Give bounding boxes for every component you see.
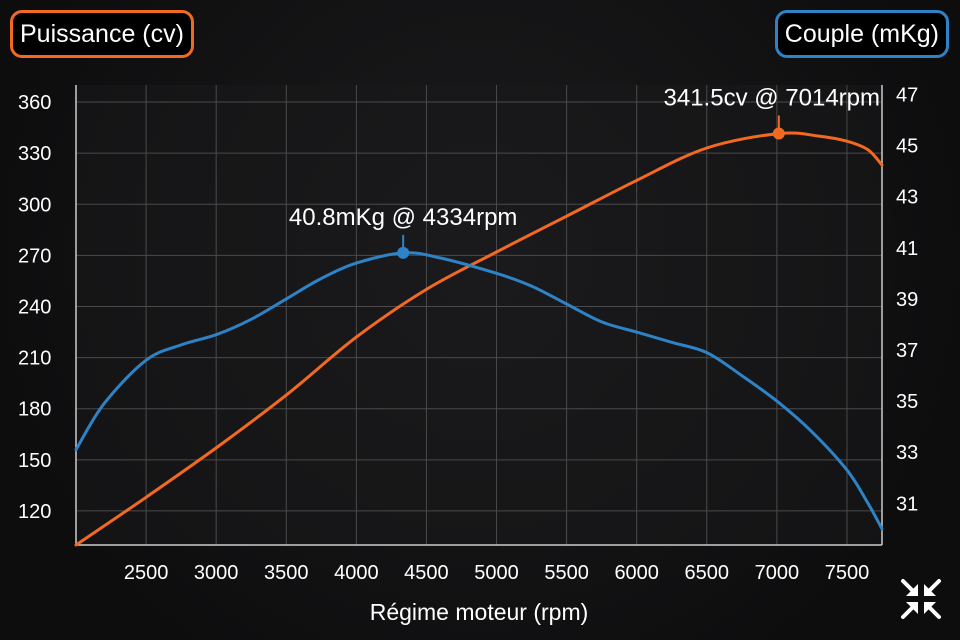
power-legend-label: Puissance (cv) (20, 20, 184, 48)
torque-peak-label: 40.8mKg @ 4334rpm (289, 204, 517, 231)
x-tick-label: 6500 (685, 562, 730, 584)
collapse-arrows-icon[interactable] (900, 578, 942, 620)
y-left-tick-label: 150 (18, 450, 51, 472)
y-left-tick-label: 120 (18, 501, 51, 523)
y-right-tick-label: 45 (896, 136, 918, 158)
y-left-tick-label: 360 (18, 92, 51, 114)
y-left-tick-label: 180 (18, 399, 51, 421)
y-left-tick-label: 270 (18, 245, 51, 267)
y-left-tick-label: 300 (18, 194, 51, 216)
x-tick-label: 5500 (544, 562, 589, 584)
left-axis-ticks: 120 150 180 210 240 270 300 330 360 (18, 92, 51, 523)
annotation-layer: 341.5cv @ 7014rpm 40.8mKg @ 4334rpm (289, 85, 880, 259)
y-left-tick-label: 210 (18, 348, 51, 370)
torque-peak-marker (397, 246, 410, 259)
torque-curve-line (74, 251, 884, 531)
x-tick-label: 7000 (755, 562, 800, 584)
power-peak-label: 341.5cv @ 7014rpm (664, 85, 880, 112)
x-tick-label: 7500 (825, 562, 870, 584)
torque-legend-label: Couple (mKg) (784, 20, 939, 48)
y-right-tick-label: 31 (896, 493, 918, 515)
x-tick-label: 3500 (264, 562, 309, 584)
x-tick-label: 2500 (124, 562, 169, 584)
y-right-tick-label: 41 (896, 238, 918, 260)
y-right-tick-label: 47 (896, 84, 918, 106)
y-right-tick-label: 33 (896, 442, 918, 464)
y-right-tick-label: 39 (896, 289, 918, 311)
grid-lines (76, 85, 882, 545)
torque-legend-badge: Couple (mKg) (774, 10, 949, 58)
x-tick-label: 3000 (194, 562, 239, 584)
series-layer (74, 131, 884, 547)
x-tick-label: 4500 (404, 562, 449, 584)
plot-area (76, 85, 882, 545)
y-right-tick-label: 35 (896, 391, 918, 413)
y-left-tick-label: 240 (18, 296, 51, 318)
x-axis-ticks: 2500 3000 3500 4000 4500 5000 5500 6000 6500 7000… (124, 562, 869, 584)
x-tick-label: 6000 (614, 562, 659, 584)
x-tick-label: 4000 (334, 562, 379, 584)
y-left-tick-label: 330 (18, 143, 51, 165)
power-curve-line (74, 131, 884, 547)
x-tick-label: 5000 (474, 562, 519, 584)
power-peak-marker (772, 127, 785, 140)
y-right-tick-label: 43 (896, 187, 918, 209)
y-right-tick-label: 37 (896, 340, 918, 362)
right-axis-ticks: 31 33 35 37 39 41 43 45 47 (896, 84, 918, 515)
power-legend-badge: Puissance (cv) (10, 10, 194, 58)
x-axis-title: Régime moteur (rpm) (370, 599, 589, 625)
